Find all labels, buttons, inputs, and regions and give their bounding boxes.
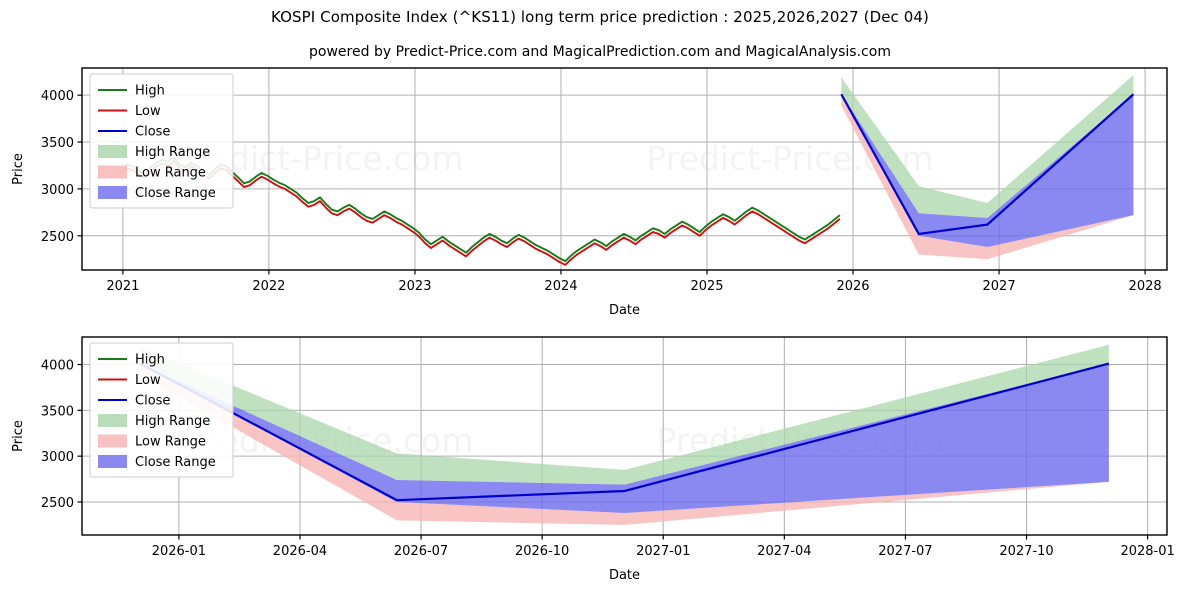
legend-label: High <box>135 353 165 368</box>
legend-band-swatch <box>98 434 127 448</box>
x-tick-label: 2027 <box>983 279 1016 294</box>
legend-label: Low Range <box>135 166 206 181</box>
legend-item[interactable]: Low <box>98 104 161 119</box>
x-tick-label: 2027-10 <box>999 544 1053 559</box>
x-tick-label: 2026-07 <box>394 544 448 559</box>
y-tick-label: 3500 <box>41 136 74 151</box>
y-tick-label: 4000 <box>41 89 74 104</box>
page-title: KOSPI Composite Index (^KS11) long term … <box>270 8 930 26</box>
close-range-band <box>841 94 1134 248</box>
y-tick-label: 3000 <box>41 450 74 465</box>
legend-label: High Range <box>135 145 210 160</box>
high-range-band <box>140 344 1109 485</box>
low-history-line <box>115 159 841 266</box>
y-tick-label: 4000 <box>41 359 74 374</box>
legend-band-swatch <box>98 414 127 427</box>
page-subtitle: powered by Predict-Price.com and Magical… <box>309 44 891 60</box>
y-axis-title: Price <box>11 153 26 185</box>
y-axis-title: Price <box>11 420 26 452</box>
x-tick-label: 2028-01 <box>1120 544 1174 559</box>
high-history-line <box>115 156 841 263</box>
legend: High Low Close High Range Low Range Close Ran… <box>89 73 234 209</box>
legend-label: Close Range <box>135 455 216 470</box>
y-tick-label: 3000 <box>41 183 74 198</box>
x-tick-label: 2024 <box>544 279 577 294</box>
x-tick-label: 2021 <box>106 279 139 294</box>
legend-label: Close Range <box>135 186 216 201</box>
plot-area <box>139 344 1110 525</box>
plot-border <box>81 336 1168 536</box>
legend-label: Low <box>135 104 161 119</box>
x-tick-label: 2027-07 <box>878 544 932 559</box>
legend-band-swatch <box>98 186 127 199</box>
high-range-band <box>841 75 1134 218</box>
legend-item[interactable]: Low Range <box>98 165 206 181</box>
x-tick-label: 2028 <box>1129 279 1162 294</box>
legend-band-swatch <box>98 455 127 468</box>
x-tick-label: 2026-01 <box>152 544 206 559</box>
legend-item[interactable]: Close <box>98 394 170 409</box>
y-tick-label: 3500 <box>41 404 74 419</box>
plot-border <box>81 67 1168 271</box>
legend-item[interactable]: High <box>98 353 165 368</box>
x-tick-label: 2027-04 <box>757 544 811 559</box>
axes-forecast-detail: Predict-Price.comPredict-Price.com2026-0… <box>11 336 1175 583</box>
x-tick-label: 2022 <box>252 279 285 294</box>
legend-band-swatch <box>98 165 127 179</box>
legend-band-swatch <box>98 145 127 158</box>
y-tick-label: 2500 <box>41 230 74 245</box>
legend-label: High Range <box>135 414 210 429</box>
close-forecast-line <box>840 93 1135 236</box>
legend-label: High <box>135 84 165 99</box>
legend-label: Low Range <box>135 435 206 450</box>
y-tick-label: 2500 <box>41 496 74 511</box>
legend-label: Low <box>135 373 161 388</box>
x-tick-label: 2026-10 <box>515 544 569 559</box>
close-forecast-line <box>139 362 1110 502</box>
axis-ticks: 2021 2022 2023 2024 2025 2026 2027 2028 2500 3000… <box>41 89 1162 294</box>
axis-ticks: 2026-01 2026-04 2026-07 2026-10 2027-01 2027-… <box>41 359 1175 560</box>
legend-item[interactable]: High Range <box>98 145 210 160</box>
x-tick-label: 2026 <box>836 279 869 294</box>
x-tick-label: 2026-04 <box>273 544 327 559</box>
legend-item[interactable]: Low Range <box>98 434 206 450</box>
axes-overview: Predict-Price.comPredict-Price.com202120… <box>11 67 1168 318</box>
legend: High Low Close High Range Low Range Close Ran… <box>89 342 234 478</box>
legend-item[interactable]: High Range <box>98 414 210 429</box>
legend-item[interactable]: Low <box>98 373 161 388</box>
plot-area <box>115 75 1135 266</box>
x-axis-title: Date <box>609 568 640 583</box>
legend-label: Close <box>135 394 170 409</box>
legend-item[interactable]: Close <box>98 125 170 140</box>
x-tick-label: 2023 <box>398 279 431 294</box>
close-range-band <box>140 363 1109 513</box>
legend-item[interactable]: Close Range <box>98 455 216 470</box>
legend-item[interactable]: Close Range <box>98 186 216 201</box>
legend-item[interactable]: High <box>98 84 165 99</box>
x-axis-title: Date <box>609 303 640 318</box>
x-tick-label: 2025 <box>690 279 723 294</box>
gridlines <box>82 68 1167 270</box>
legend-label: Close <box>135 125 170 140</box>
x-tick-label: 2027-01 <box>636 544 690 559</box>
